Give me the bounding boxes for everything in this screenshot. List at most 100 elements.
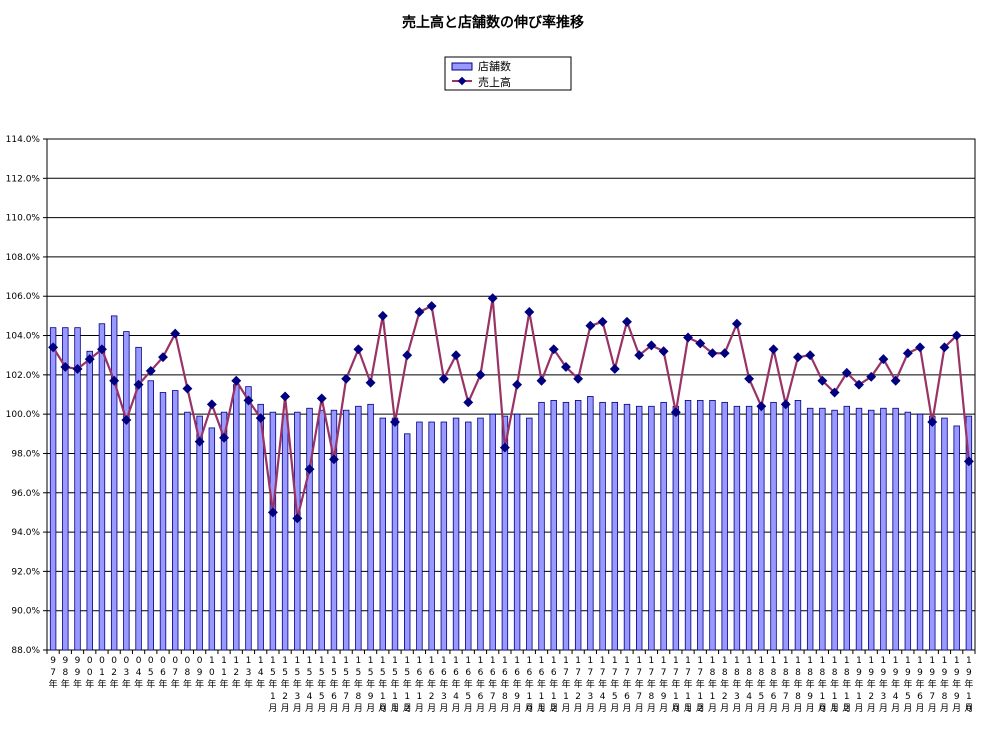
x-tick-label: 1 6 年 1 1月 <box>537 656 546 714</box>
bar <box>733 405 741 651</box>
sales-point <box>377 310 388 321</box>
y-tick-label: 94.0% <box>11 528 40 538</box>
bar <box>794 399 802 651</box>
y-tick-label: 92.0% <box>11 567 40 577</box>
sales-point <box>646 340 657 351</box>
sales-point <box>695 338 706 349</box>
sales-point <box>707 348 718 359</box>
bar <box>623 403 631 651</box>
sales-point <box>365 377 376 388</box>
bar <box>489 413 496 651</box>
bar <box>184 411 191 651</box>
sales-point <box>780 399 791 410</box>
sales-point <box>854 379 864 390</box>
bar <box>281 413 289 651</box>
sales-point <box>487 293 498 304</box>
sales-point <box>280 391 291 402</box>
sales-point <box>206 399 217 410</box>
sales-line <box>52 298 970 519</box>
sales-point <box>817 375 828 386</box>
sales-point <box>670 407 681 418</box>
bar <box>721 401 728 651</box>
bar <box>709 399 716 651</box>
sales-point <box>243 395 254 406</box>
sales-point <box>560 362 571 372</box>
bar <box>318 409 325 651</box>
y-tick-label: 110.0% <box>6 214 41 224</box>
bar <box>550 399 557 651</box>
sales-point <box>536 375 547 386</box>
bar <box>819 407 826 651</box>
y-tick-label: 88.0% <box>11 646 40 656</box>
sales-point <box>304 464 315 475</box>
bar <box>245 386 252 651</box>
chart-title: 売上高と店舗数の伸び率推移 <box>402 14 584 31</box>
sales-point <box>231 375 242 386</box>
bar <box>904 411 912 651</box>
sales-point <box>475 369 486 380</box>
bar <box>843 405 850 651</box>
sales-point <box>878 354 889 365</box>
bar <box>86 350 93 651</box>
sales-point <box>133 379 144 390</box>
x-tick-label: 1 6 年 1 0月 <box>525 656 534 714</box>
sales-point <box>841 367 852 378</box>
y-tick-label: 90.0% <box>11 607 40 617</box>
bar <box>220 411 228 651</box>
bar <box>782 401 789 651</box>
legend-label-sales: 売上高 <box>478 75 511 89</box>
sales-point <box>219 432 230 443</box>
x-tick-label: 1 9 年 1 0月 <box>964 656 973 714</box>
bar <box>477 417 484 651</box>
bar <box>953 425 960 651</box>
sales-point <box>255 413 266 424</box>
sales-point <box>902 348 913 359</box>
bar <box>965 415 973 651</box>
sales-point <box>499 442 510 453</box>
sales-point <box>414 307 425 317</box>
sales-point <box>683 332 694 343</box>
bar <box>648 405 655 651</box>
x-tick-label: 1 8 年 1 2月 <box>842 656 851 714</box>
bar <box>452 417 460 651</box>
sales-point <box>585 320 596 331</box>
sales-point <box>744 373 755 384</box>
legend-bar-swatch <box>451 62 473 71</box>
bar <box>416 421 423 651</box>
bar <box>208 427 216 651</box>
sales-point <box>438 373 449 384</box>
sales-point <box>145 365 156 376</box>
sales-point <box>756 401 767 412</box>
